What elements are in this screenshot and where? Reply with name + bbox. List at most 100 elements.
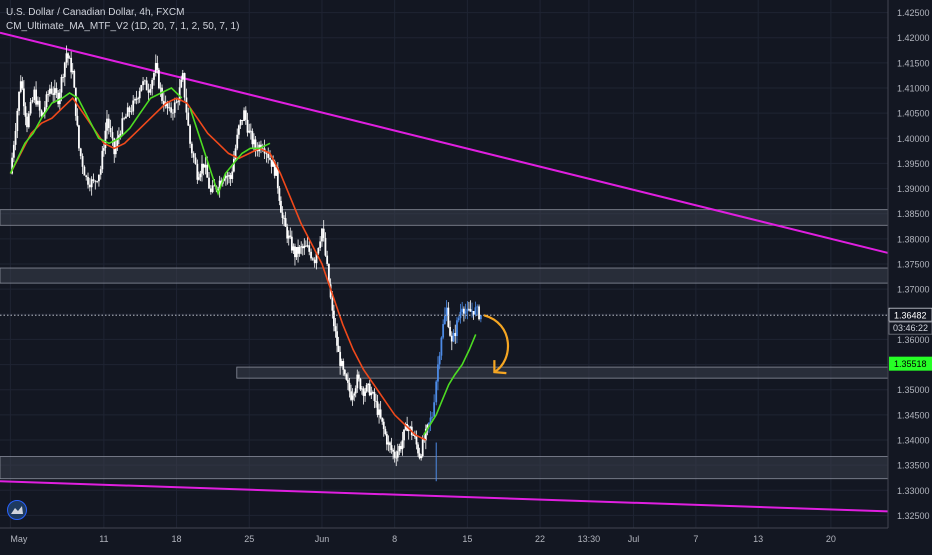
candle-body <box>79 148 82 157</box>
candle-body <box>270 159 273 167</box>
candle-body <box>48 88 51 95</box>
countdown-label: 03:46:22 <box>893 323 928 333</box>
candle-body <box>162 100 165 107</box>
candle-body <box>384 428 387 435</box>
candle-body <box>45 94 48 108</box>
candle-body <box>381 417 384 422</box>
trendline-1 <box>0 31 889 254</box>
candle-body <box>313 259 316 264</box>
candle-body <box>11 157 14 174</box>
candle-body <box>404 423 407 430</box>
candle-body <box>197 177 200 180</box>
candle-body <box>357 374 360 379</box>
candle-body <box>286 226 289 239</box>
candle-body <box>276 167 279 189</box>
candle-body <box>12 144 15 158</box>
price-tick-label: 1.34500 <box>897 410 930 420</box>
price-tick-label: 1.35000 <box>897 385 930 395</box>
candle-body <box>464 311 467 314</box>
symbol-title[interactable]: U.S. Dollar / Canadian Dollar, 4h, FXCM <box>6 7 185 18</box>
candle-body <box>354 388 357 394</box>
candle-body <box>395 457 398 459</box>
candle-body <box>418 453 421 459</box>
candle-body <box>280 200 282 213</box>
candle-body <box>426 424 429 429</box>
candle-body <box>399 446 402 450</box>
candle-body <box>474 307 477 315</box>
candle-body <box>351 395 354 400</box>
tradingview-logo[interactable] <box>7 500 27 520</box>
candle-body <box>220 180 223 184</box>
candle-body <box>68 57 71 59</box>
indicator-label[interactable]: CM_Ultimate_MA_MTF_V2 (1D, 20, 7, 1, 2, … <box>6 21 240 32</box>
candle-body <box>373 391 376 401</box>
candle-body <box>301 246 304 249</box>
candle-body <box>449 326 451 336</box>
candle-body <box>362 388 365 396</box>
candle-body <box>253 139 255 145</box>
candle-body <box>370 392 373 396</box>
candle-body <box>249 130 252 132</box>
time-tick-label: 7 <box>693 534 698 544</box>
time-tick-label: 15 <box>462 534 472 544</box>
candle-body <box>125 116 127 119</box>
candle-body <box>420 456 423 459</box>
candle-body <box>326 255 329 264</box>
candle-body <box>322 228 325 238</box>
price-tick-label: 1.38500 <box>897 209 930 219</box>
candle-body <box>246 119 249 133</box>
candle-body <box>104 130 107 149</box>
candle-body <box>24 106 27 117</box>
candle-body <box>414 435 416 437</box>
candle-body <box>96 181 99 183</box>
candle-body <box>145 80 148 91</box>
candle-body <box>70 57 73 73</box>
time-tick-label: 13:30 <box>578 534 601 544</box>
candle-body <box>336 331 338 346</box>
candle-body <box>218 180 221 190</box>
candle-body <box>130 111 133 113</box>
candle-body <box>350 391 352 400</box>
candle-body <box>209 188 212 192</box>
candle-body <box>126 107 129 117</box>
time-tick-label: 13 <box>753 534 763 544</box>
candle-body <box>287 235 290 239</box>
candle-body <box>256 149 259 152</box>
price-tick-label: 1.40000 <box>897 134 930 144</box>
candle-body <box>452 332 455 342</box>
candle-body <box>321 228 323 242</box>
candle-body <box>304 245 307 247</box>
candle-body <box>118 135 120 138</box>
candle-body <box>192 153 195 158</box>
candle-body <box>308 245 311 252</box>
candle-body <box>375 400 377 402</box>
candle-body <box>27 113 30 128</box>
candle-body <box>71 70 74 73</box>
candle-body <box>387 442 390 445</box>
candle-body <box>106 118 108 131</box>
axis-price-labels: 1.36482 03:46:22 1.35518 <box>888 307 932 371</box>
candle-body <box>297 247 299 254</box>
candle-body <box>333 310 335 327</box>
candle-body <box>29 102 32 114</box>
candle-body <box>295 247 298 258</box>
candle-body <box>172 112 174 114</box>
candle-body <box>231 171 234 179</box>
candle-body <box>156 63 159 70</box>
candle-body <box>337 345 340 352</box>
candle-body <box>189 125 191 144</box>
candle-body <box>415 436 418 445</box>
candle-body <box>364 391 366 396</box>
candle-body <box>310 251 312 259</box>
candle-body <box>185 97 188 113</box>
candle-body <box>442 324 445 338</box>
candle-body <box>379 409 382 418</box>
candle-body <box>292 246 295 251</box>
price-tick-label: 1.33500 <box>897 461 930 471</box>
candle-body <box>393 451 396 458</box>
candle-body <box>187 112 190 126</box>
candle-body <box>111 132 114 139</box>
candle-body <box>347 379 349 383</box>
